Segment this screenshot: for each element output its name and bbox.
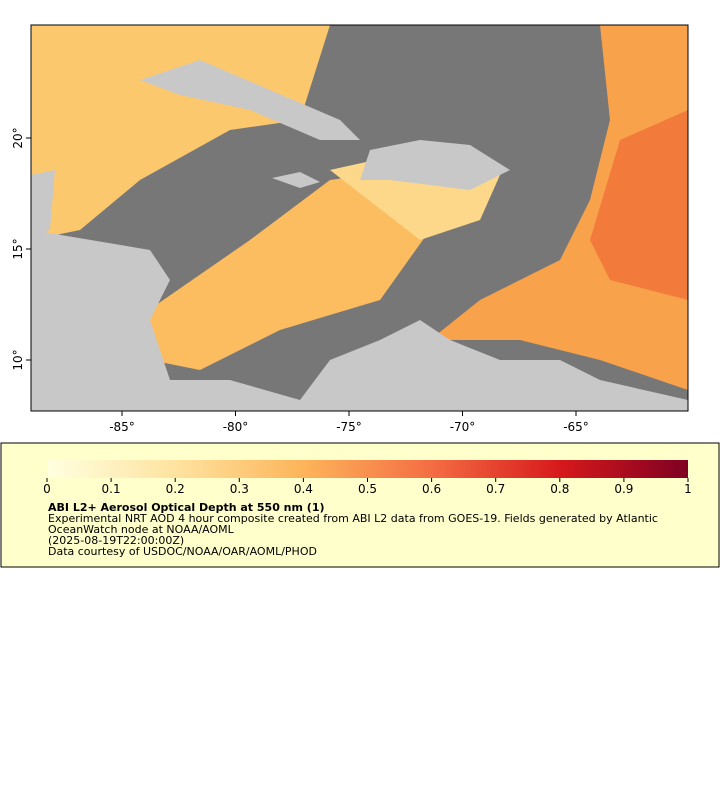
scale-label: 0.3 [230, 482, 249, 496]
color-bar [47, 460, 688, 478]
y-tick-label: 15° [11, 238, 25, 259]
scale-label: 1 [684, 482, 692, 496]
axes: -85° -80° -75° -70° -65° 20° 15° 10° [11, 127, 589, 434]
map-frame [30, 24, 689, 412]
legend-line: Data courtesy of USDOC/NOAA/OAR/AOML/PHO… [48, 545, 317, 558]
x-tick-label: -70° [450, 420, 476, 434]
x-tick-label: -80° [223, 420, 249, 434]
scale-label: 0.8 [550, 482, 569, 496]
x-tick-label: -75° [336, 420, 362, 434]
land [360, 140, 510, 190]
scale-label: 0.2 [166, 482, 185, 496]
scale-label: 0.9 [614, 482, 633, 496]
aerosol [430, 25, 688, 390]
legend-line: (2025-08-19T22:00:00Z) [48, 534, 184, 547]
legend-title: ABI L2+ Aerosol Optical Depth at 550 nm … [48, 501, 325, 514]
land [272, 172, 320, 188]
land [31, 170, 55, 240]
legend-line: Experimental NRT AOD 4 hour composite cr… [48, 512, 658, 525]
aerosol [590, 110, 688, 300]
scale-label: 0 [43, 482, 51, 496]
y-tick-label: 20° [11, 127, 25, 148]
scale-label: 0.4 [294, 482, 313, 496]
legend-line: OceanWatch node at NOAA/AOML [48, 523, 235, 536]
scale-label: 0.6 [422, 482, 441, 496]
scale-label: 0.5 [358, 482, 377, 496]
x-tick-label: -65° [563, 420, 589, 434]
scale-label: 0.7 [486, 482, 505, 496]
map [31, 25, 688, 411]
scale-label: 0.1 [102, 482, 121, 496]
y-tick-label: 10° [11, 349, 25, 370]
aerosol [31, 25, 330, 240]
land [140, 60, 360, 140]
color-scale: 0 0.1 0.2 0.3 0.4 0.5 0.6 0.7 0.8 0.9 1 [43, 478, 692, 496]
aerosol [120, 170, 430, 370]
x-tick-label: -85° [109, 420, 135, 434]
land [31, 230, 688, 411]
